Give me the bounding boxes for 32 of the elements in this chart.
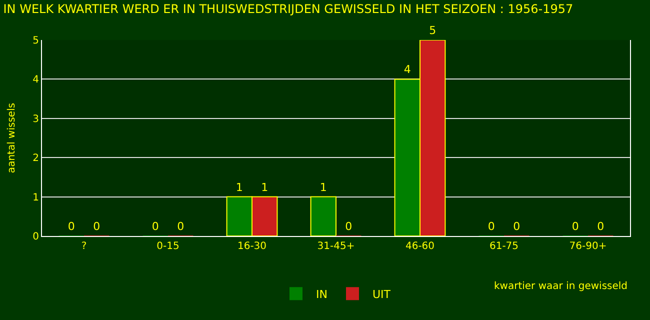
data-label: 0 (68, 220, 75, 233)
x-tick-label: 46-60 (405, 241, 435, 252)
y-axis-title: aantal wissels (6, 102, 18, 174)
y-tick-label: 3 (32, 114, 39, 125)
data-label: 0 (177, 220, 184, 233)
chart-title: IN WELK KWARTIER WERD ER IN THUISWEDSTRIJDEN GEWISSELD IN HET SEIZOEN : 1956-1957 (3, 2, 574, 16)
x-tick-label: 0-15 (156, 241, 180, 252)
x-tick-label: 31-45+ (317, 241, 355, 252)
data-label: 1 (236, 180, 243, 194)
data-label: 0 (93, 220, 100, 233)
y-tick-label: 4 (32, 74, 39, 86)
legend-label: UIT (372, 288, 391, 301)
data-label: 0 (345, 220, 352, 233)
y-tick-label: 2 (32, 153, 39, 164)
data-label: 0 (597, 220, 604, 233)
data-label: 0 (488, 220, 495, 233)
x-axis-title: kwartier waar in gewisseld (494, 281, 628, 292)
data-label: 5 (429, 24, 436, 37)
data-label: 0 (513, 220, 520, 233)
data-label: 4 (404, 63, 411, 76)
x-tick-label: 61-75 (489, 241, 519, 252)
y-tick-label: 0 (32, 232, 39, 242)
y-tick-label: 1 (32, 192, 39, 204)
data-label: 1 (261, 180, 268, 194)
x-tick-label: 16-30 (237, 241, 267, 252)
y-tick-label: 5 (32, 36, 39, 46)
x-tick-label: ? (81, 241, 87, 252)
x-tick-label: 76-90+ (569, 241, 607, 252)
data-label: 1 (320, 180, 327, 194)
data-label: 0 (572, 220, 579, 233)
legend-label: IN (316, 288, 328, 301)
data-label: 0 (152, 220, 159, 233)
